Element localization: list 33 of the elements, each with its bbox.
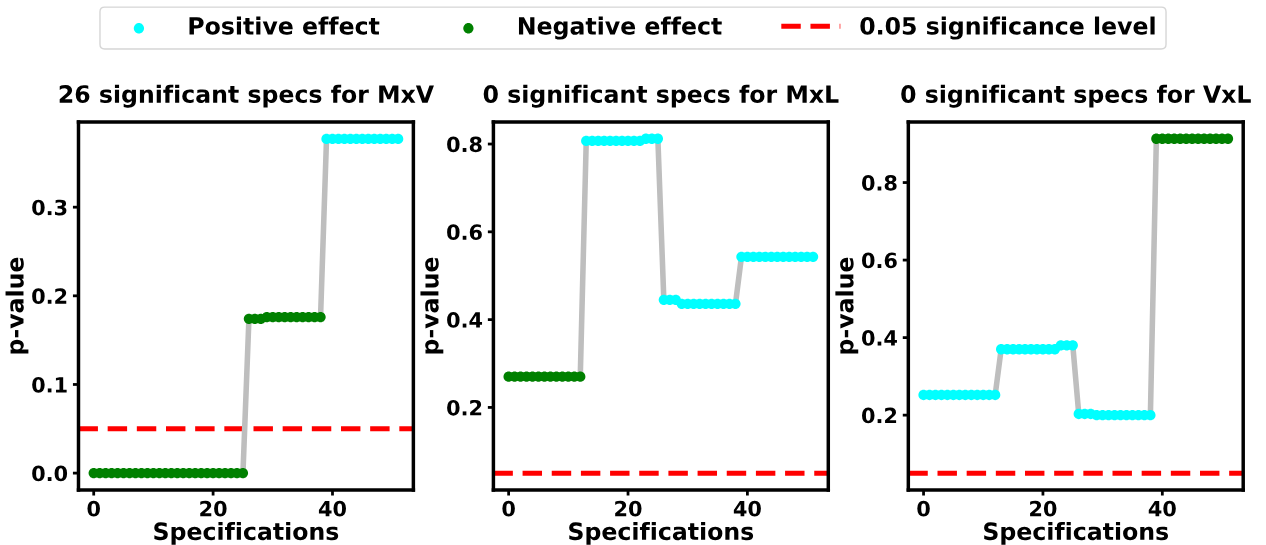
x-tick-label: 20: [1030, 500, 1057, 517]
y-tick-label: 0.6: [862, 252, 897, 269]
chart-title: 0 significant specs for MxL: [483, 84, 839, 108]
legend-label: 0.05 significance level: [860, 16, 1155, 40]
x-tick-label: 40: [733, 500, 761, 517]
chart-title: 26 significant specs for MxV: [59, 84, 434, 108]
y-axis-title: p-value: [420, 257, 444, 354]
y-tick-label: 0.8: [447, 136, 482, 153]
legend-label: Negative effect: [518, 16, 722, 40]
x-tick-label: 20: [615, 500, 642, 517]
y-axis-title: p-value: [5, 257, 29, 354]
x-tick-label: 0: [917, 500, 930, 517]
y-tick-label: 0.4: [862, 330, 897, 346]
chart-title: 0 significant specs for VxL: [901, 84, 1251, 108]
x-axis-title: Specifications: [154, 521, 339, 545]
y-tick-label: 0.2: [447, 399, 482, 416]
y-tick-label: 0.8: [862, 175, 897, 191]
x-axis-title: Specifications: [984, 521, 1169, 545]
x-tick-label: 40: [1148, 500, 1176, 517]
legend-label: Positive effect: [189, 16, 380, 35]
y-tick-label: 0.3: [32, 199, 67, 216]
y-tick-label: 0.1: [32, 376, 67, 393]
y-tick-label: 0.6: [447, 224, 482, 241]
x-tick-label: 20: [200, 500, 227, 517]
x-tick-label: 40: [318, 500, 346, 517]
x-tick-label: 0: [87, 500, 100, 517]
y-tick-label: 0.2: [32, 288, 67, 305]
y-tick-label: 0.4: [447, 312, 483, 328]
x-tick-label: 0: [502, 500, 515, 517]
y-tick-label: 0.2: [862, 407, 897, 424]
y-axis-title: p-value: [835, 257, 859, 354]
y-tick-label: 0.0: [32, 465, 68, 482]
x-axis-title: Specifications: [569, 521, 754, 545]
